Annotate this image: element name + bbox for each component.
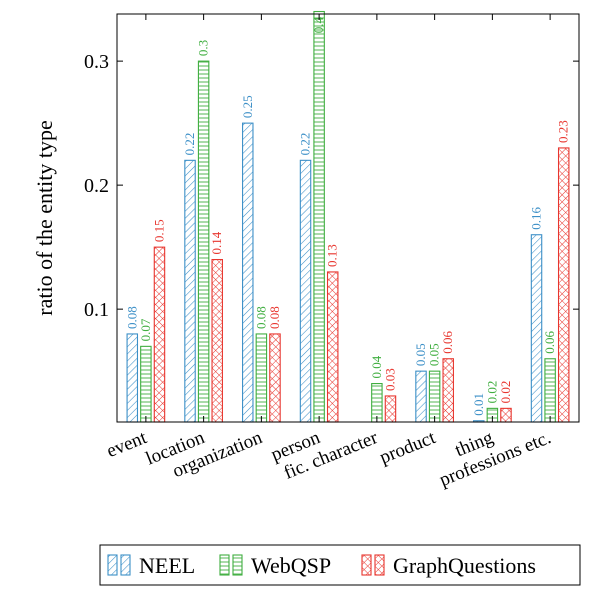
bar-neel (242, 122, 254, 423)
legend-label-graphquestions: GraphQuestions (393, 553, 536, 578)
data-label-webqsp: 0.07 (138, 318, 153, 341)
data-label-graphquestions: 0.14 (209, 231, 224, 254)
legend-swatch-graphquestions (361, 554, 372, 576)
data-label-neel: 0.01 (471, 393, 486, 416)
legend-swatch-webqsp (219, 554, 230, 576)
bar-webqsp (140, 345, 152, 423)
y-tick-label: 0.2 (84, 175, 109, 197)
bar-webqsp (197, 60, 210, 423)
data-label-webqsp: 0.02 (484, 381, 499, 404)
data-label-graphquestions: 0.02 (498, 381, 513, 404)
bar-graphquestions (500, 407, 512, 423)
bar-graphquestions (211, 258, 223, 423)
data-label-graphquestions: 0.06 (440, 331, 455, 354)
bar-webqsp (428, 370, 441, 423)
legend-box (99, 544, 581, 586)
bar-neel (415, 370, 427, 423)
data-label-graphquestions: 0.08 (267, 306, 282, 329)
legend-swatch-neel (120, 554, 131, 576)
data-label-neel: 0.25 (240, 95, 255, 118)
bar-neel (299, 159, 312, 423)
data-label-graphquestions: 0.03 (382, 368, 397, 391)
bar-neel (126, 333, 139, 423)
legend-swatch-webqsp (232, 554, 243, 576)
data-label-neel: 0.16 (529, 206, 544, 229)
data-label-webqsp: 0.06 (542, 331, 557, 354)
data-label-graphquestions: 0.23 (556, 120, 571, 143)
data-label-neel: 0.05 (413, 343, 428, 366)
bar-neel (184, 159, 196, 423)
bar-graphquestions (269, 333, 281, 423)
bar-graphquestions (326, 271, 339, 423)
y-tick-label: 0.3 (84, 51, 109, 73)
legend-swatch-neel (107, 554, 118, 576)
x-category-label: product (377, 427, 439, 468)
data-label-webqsp: 0.04 (369, 355, 384, 378)
legend-label-neel: NEEL (139, 553, 195, 578)
bar-graphquestions (557, 147, 570, 423)
data-label-webqsp: 0.05 (427, 343, 442, 366)
data-label-webqsp: 0.08 (253, 306, 268, 329)
legend-swatch-graphquestions (374, 554, 385, 576)
bar-graphquestions (384, 395, 397, 423)
bar-webqsp (313, 10, 325, 423)
data-label-neel: 0.08 (124, 306, 139, 329)
legend: NEEL WebQSP GraphQuestions (99, 544, 581, 586)
bar-webqsp (544, 358, 556, 423)
x-category-label: event (104, 427, 151, 462)
data-label-neel: 0.22 (182, 133, 197, 156)
data-label-neel: 0.22 (298, 133, 313, 156)
data-label-graphquestions: 0.13 (325, 244, 340, 267)
bar-graphquestions (442, 358, 454, 423)
data-label-webqsp: 0.3 (196, 40, 211, 56)
data-label-graphquestions: 0.15 (151, 219, 166, 242)
bar-neel (530, 234, 543, 423)
plot-frame (116, 13, 580, 423)
legend-label-webqsp: WebQSP (251, 553, 331, 578)
y-axis-label: ratio of the entity type (32, 120, 57, 316)
bar-graphquestions (153, 246, 166, 423)
y-tick-label: 0.1 (84, 299, 109, 321)
bar-webqsp (255, 333, 268, 423)
x-category-label: professions etc. (437, 427, 554, 491)
data-label-webqsp: 0.4 (311, 17, 326, 34)
